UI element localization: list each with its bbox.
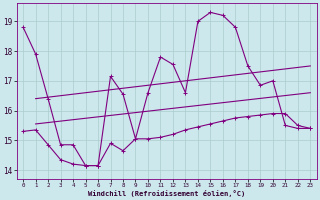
X-axis label: Windchill (Refroidissement éolien,°C): Windchill (Refroidissement éolien,°C) — [88, 190, 245, 197]
